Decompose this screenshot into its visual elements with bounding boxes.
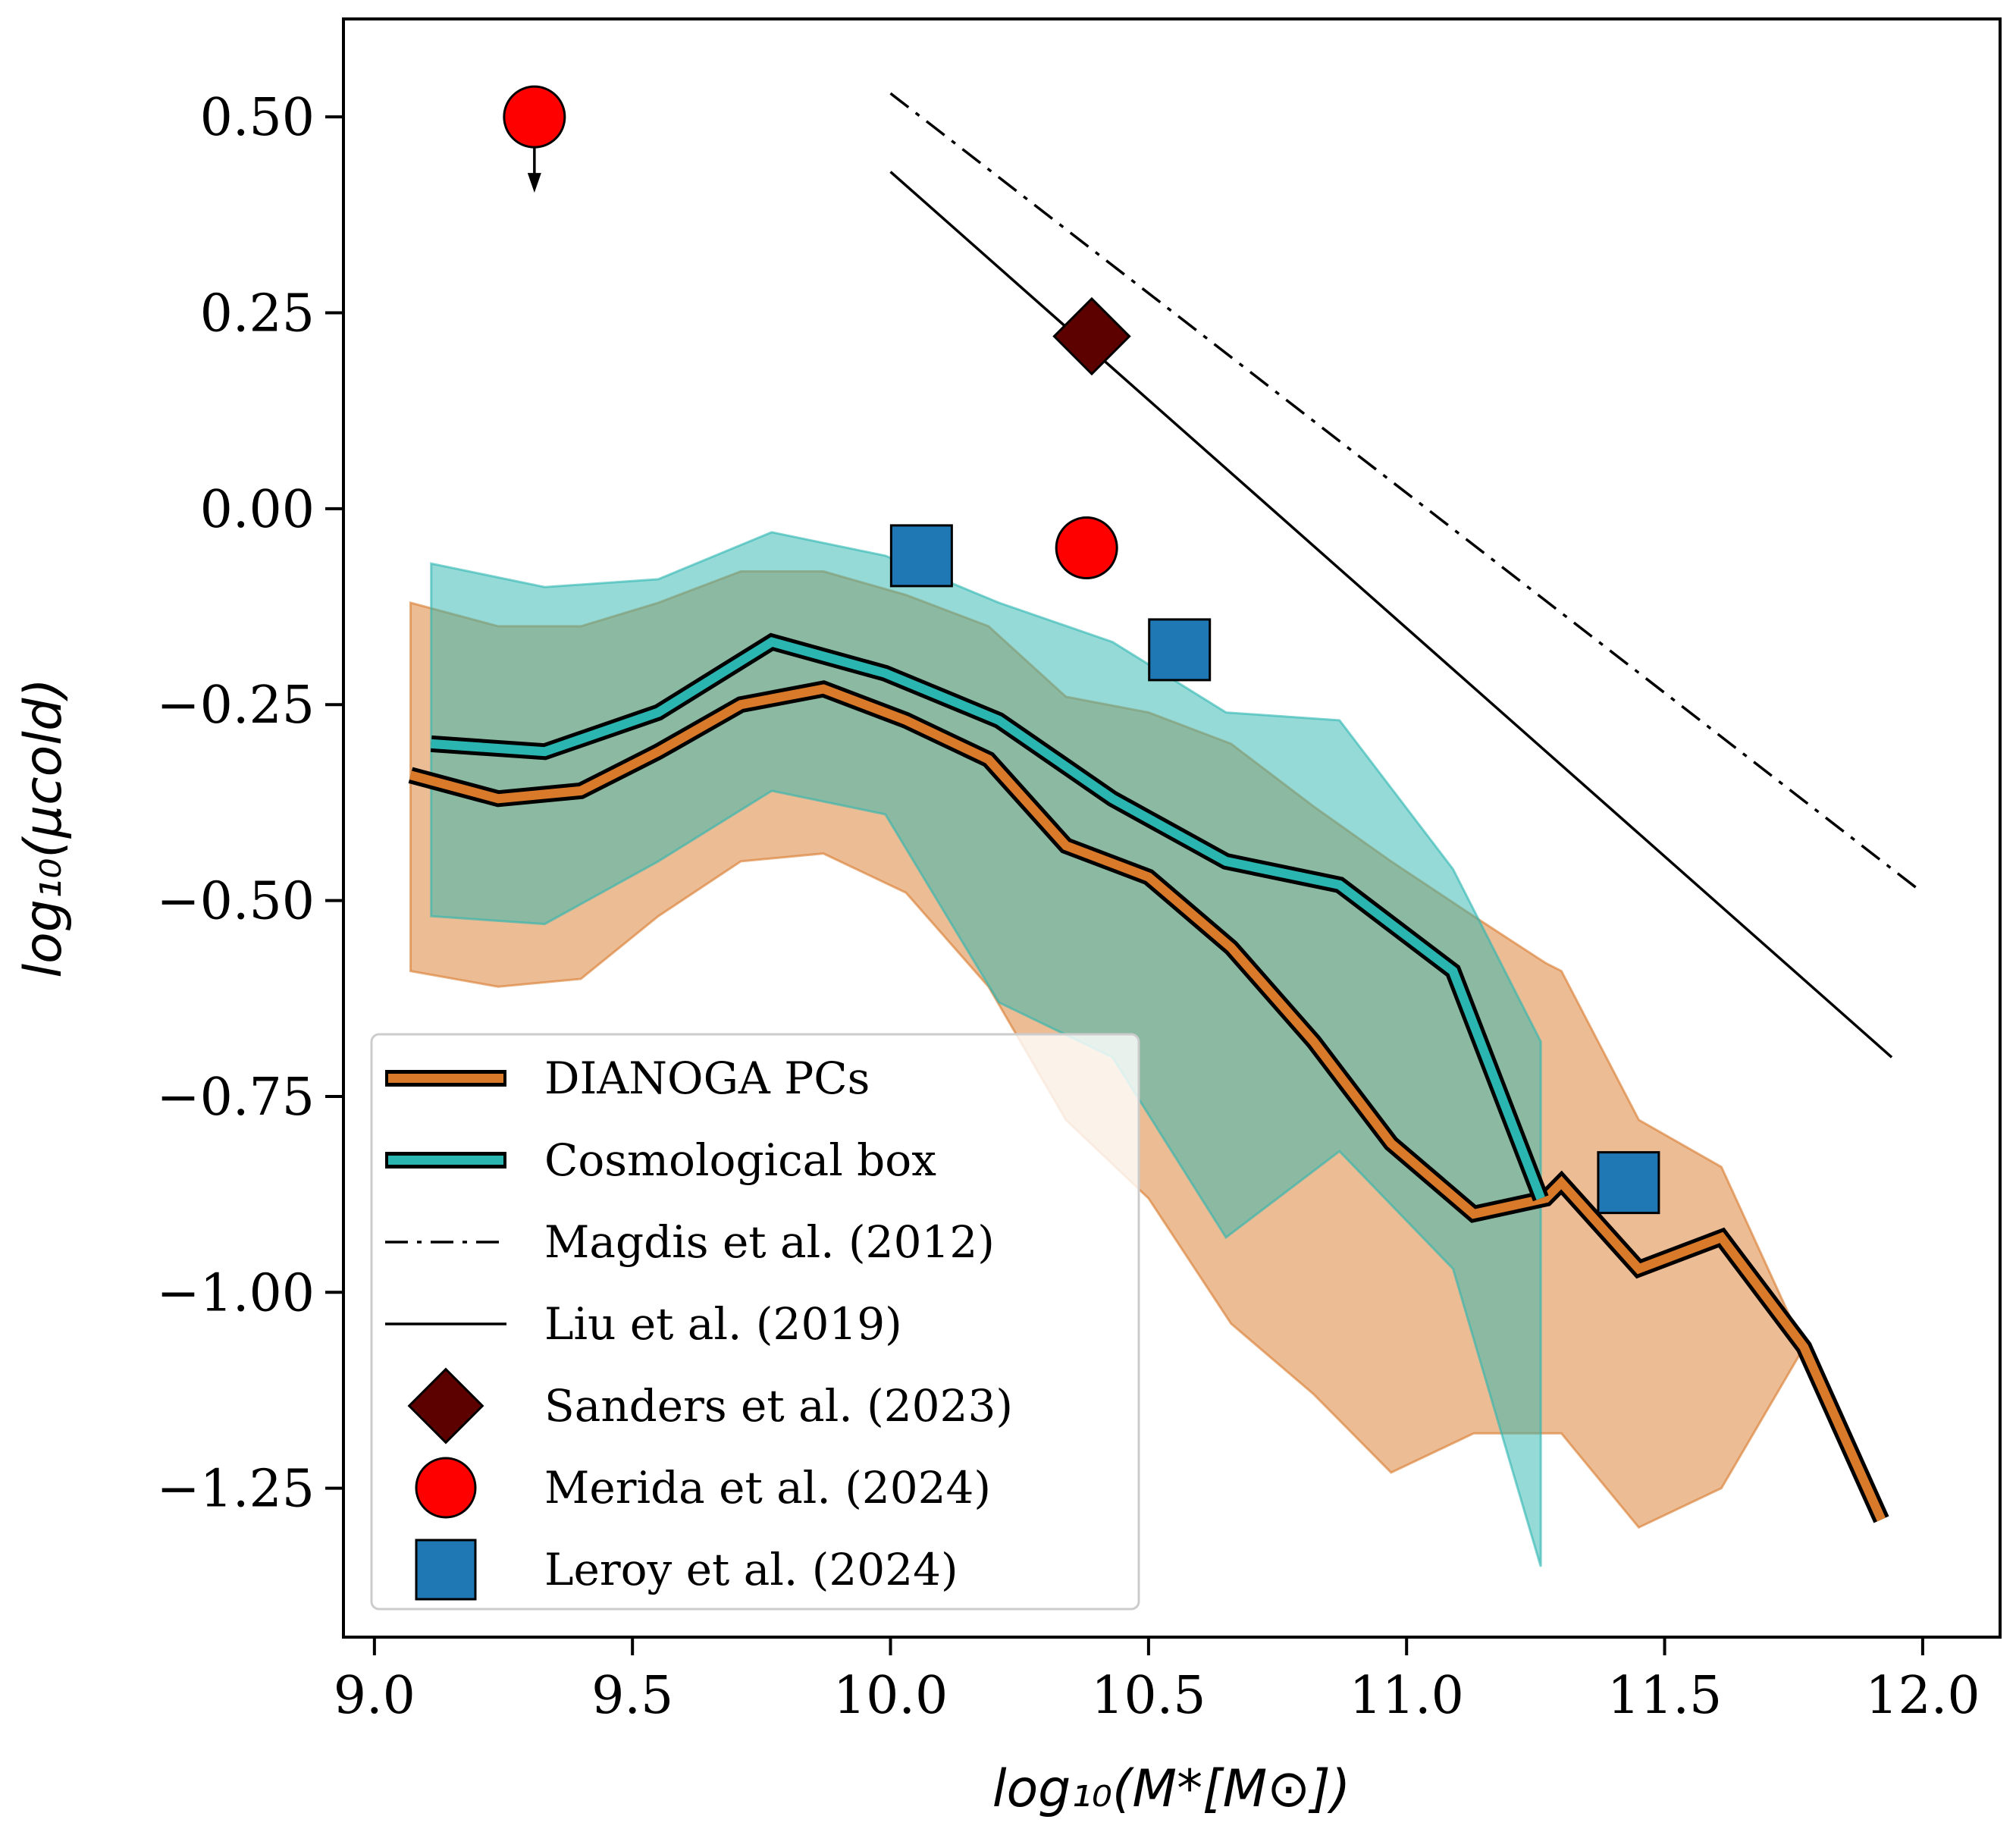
legend-label-dianoga-pcs: DIANOGA PCs <box>544 1052 870 1104</box>
legend-marker-merida-et-al-2024- <box>415 1457 477 1519</box>
marker-sanders-et-al-2023- <box>1052 296 1131 376</box>
x-tick-label: 12.0 <box>1865 1666 1980 1726</box>
x-tick-label: 11.5 <box>1607 1666 1722 1726</box>
line-magdis-et-al-2012- <box>889 92 1924 894</box>
line-liu-et-al-2019- <box>889 171 1893 1059</box>
legend-label-cosmological-box: Cosmological box <box>544 1134 936 1186</box>
y-tick-label: 0.25 <box>200 284 315 344</box>
x-tick-label: 10.0 <box>833 1666 948 1726</box>
marker-leroy-et-al-2024- <box>889 524 953 588</box>
legend-box <box>370 1033 1140 1611</box>
y-tick-label: −0.75 <box>157 1068 315 1128</box>
y-tick-label: −1.00 <box>157 1263 315 1323</box>
y-tick-label: 0.00 <box>200 480 315 540</box>
legend: DIANOGA PCs Cosmological box Magdis et al.… <box>370 1033 1140 1611</box>
marker-leroy-et-al-2024- <box>1597 1151 1660 1215</box>
marker-leroy-et-al-2024- <box>1148 618 1212 682</box>
x-tick-label: 10.5 <box>1091 1666 1206 1726</box>
x-tick-label: 9.5 <box>591 1666 673 1726</box>
x-axis-ticks: 9.0 9.5 10.0 10.5 11.0 11.5 12.0 <box>334 1637 1980 1726</box>
upper-limit-arrowhead <box>527 173 541 193</box>
legend-label-sanders-et-al-2023-: Sanders et al. (2023) <box>544 1380 1013 1432</box>
y-axis-title: log₁₀(μcold) <box>14 678 74 978</box>
legend-marker-leroy-et-al-2024- <box>415 1539 477 1601</box>
x-tick-label: 9.0 <box>334 1666 415 1726</box>
line-dianoga-pcs <box>409 684 1886 1522</box>
y-tick-label: −1.25 <box>157 1460 315 1520</box>
legend-label-liu-et-al-2019-: Liu et al. (2019) <box>544 1298 902 1350</box>
confidence-bands <box>409 531 1883 1567</box>
series-lines <box>408 92 1924 1523</box>
y-tick-label: −0.50 <box>157 872 315 932</box>
y-axis-ticks: 0.50 0.25 0.00 −0.25 −0.50 −0.75 −1.00 −1.25 <box>157 88 343 1520</box>
band-cosmological-box <box>430 531 1542 1567</box>
series-markers <box>503 85 1660 1215</box>
marker-merida-et-al-2024- <box>1055 516 1118 580</box>
y-tick-label: −0.25 <box>157 676 315 736</box>
plot-frame <box>342 17 2002 1639</box>
legend-label-merida-et-al-2024-: Merida et al. (2024) <box>544 1462 991 1514</box>
legend-label-leroy-et-al-2024-: Leroy et al. (2024) <box>544 1544 958 1595</box>
legend-marker-sanders-et-al-2023- <box>407 1367 484 1445</box>
x-axis-title: log₁₀(M*[M⊙]) <box>992 1759 1351 1819</box>
marker-merida-et-al-2024- <box>503 85 566 149</box>
line-cosmological-box <box>431 637 1545 1200</box>
y-tick-label: 0.50 <box>200 88 315 148</box>
x-tick-label: 11.0 <box>1350 1666 1464 1726</box>
legend-label-magdis-et-al-2012-: Magdis et al. (2012) <box>544 1216 995 1268</box>
